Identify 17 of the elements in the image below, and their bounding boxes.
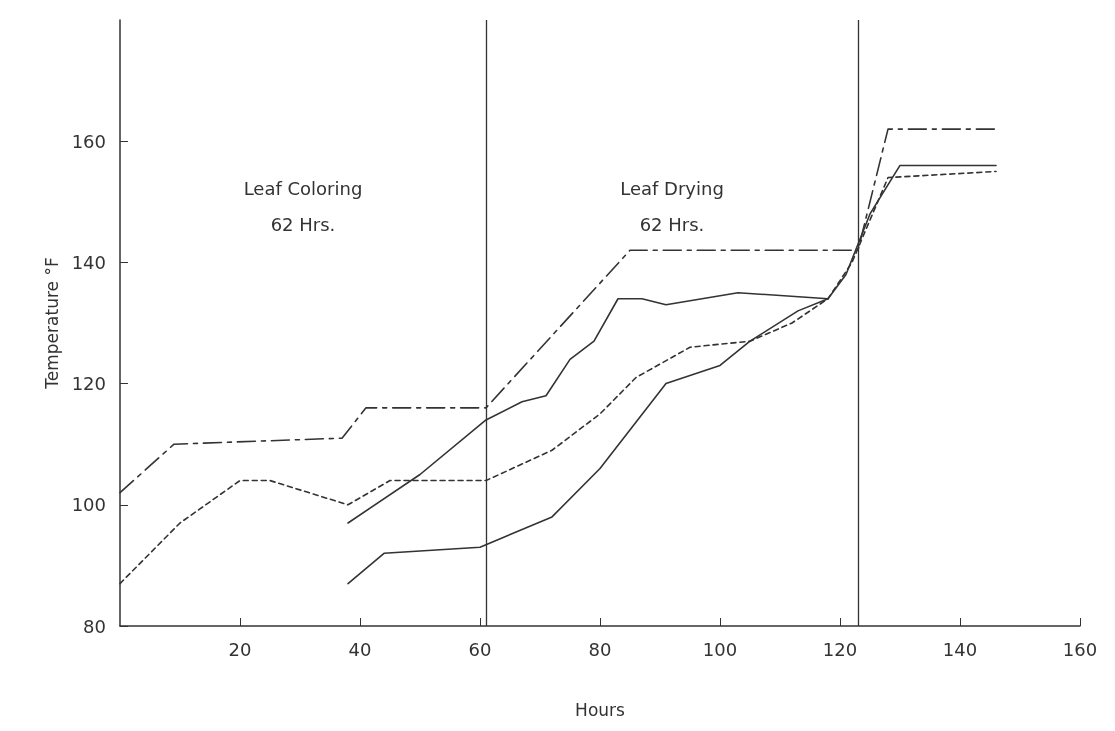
y-tick-label: 140 (71, 251, 106, 273)
annotation: Leaf Drying 62 Hrs. (620, 177, 724, 235)
x-tick-label: 40 (348, 638, 372, 660)
y-tick-label: 80 (83, 615, 106, 637)
y-tick-label: 160 (71, 130, 106, 152)
x-axis-title: Hours (575, 699, 626, 720)
y-axis-title: Temperature °F (41, 257, 62, 390)
y-tick-label: 120 (71, 373, 106, 395)
x-tick-label: 20 (228, 638, 252, 660)
x-tick-label: 60 (468, 638, 492, 660)
x-tick-label: 100 (702, 638, 738, 660)
x-tick-label: 160 (1062, 638, 1098, 660)
y-tick-label: 100 (71, 494, 106, 516)
x-tick-label: 80 (588, 638, 612, 660)
x-tick-label: 140 (942, 638, 978, 660)
annotation: Leaf Coloring 62 Hrs. (243, 177, 363, 235)
x-tick-label: 120 (822, 638, 858, 660)
